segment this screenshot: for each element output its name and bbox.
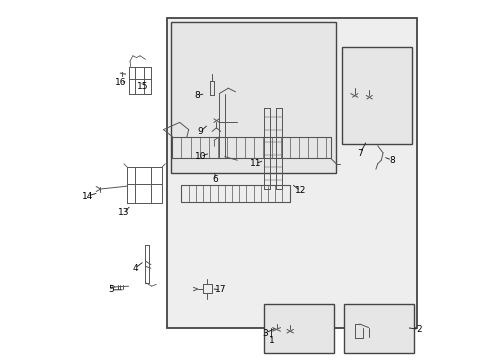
Text: 16: 16 bbox=[114, 78, 126, 87]
Text: 6: 6 bbox=[212, 175, 218, 184]
Text: 15: 15 bbox=[137, 82, 148, 91]
Text: 8: 8 bbox=[388, 156, 394, 165]
Text: 10: 10 bbox=[194, 152, 205, 161]
Text: 7: 7 bbox=[357, 149, 363, 158]
Bar bbox=[170, 22, 336, 173]
Text: 3: 3 bbox=[262, 328, 268, 338]
Text: 12: 12 bbox=[294, 186, 305, 195]
Text: 2: 2 bbox=[415, 325, 421, 334]
Text: 4: 4 bbox=[132, 264, 138, 273]
Text: 1: 1 bbox=[268, 336, 274, 345]
Text: 13: 13 bbox=[118, 208, 129, 217]
Text: 9: 9 bbox=[197, 127, 203, 136]
Text: 17: 17 bbox=[215, 285, 226, 294]
Text: 8: 8 bbox=[194, 91, 200, 100]
Text: 11: 11 bbox=[249, 159, 261, 168]
Text: 14: 14 bbox=[81, 192, 93, 201]
Bar bbox=[343, 304, 413, 353]
Text: 5: 5 bbox=[108, 285, 114, 294]
Bar bbox=[264, 304, 334, 353]
Bar bbox=[167, 18, 416, 328]
Bar bbox=[341, 47, 411, 144]
